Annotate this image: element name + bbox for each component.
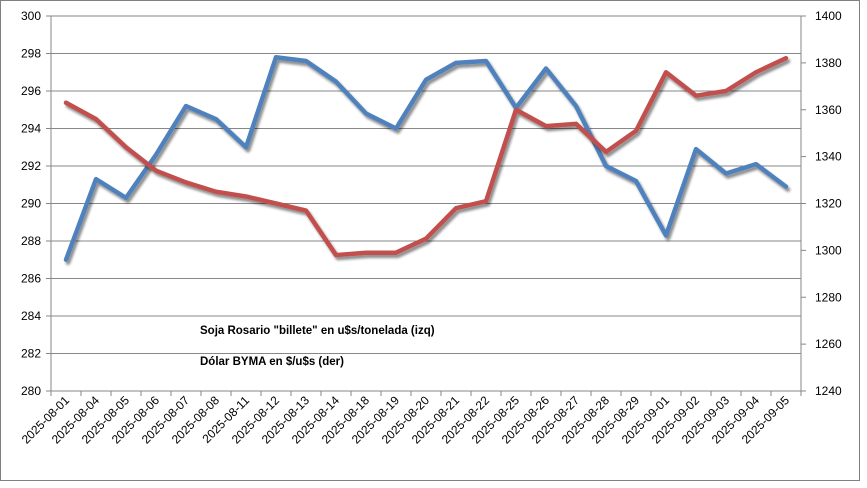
left-tick-label-6: 292 (21, 159, 41, 173)
left-tick-label-7: 294 (21, 122, 41, 136)
right-tick-label-7: 1380 (815, 56, 842, 70)
left-tick-label-1: 282 (21, 347, 41, 361)
legend-label-soja: Soja Rosario "billete" en u$s/tonelada (… (200, 325, 435, 337)
right-tick-label-3: 1300 (815, 243, 842, 257)
right-tick-label-2: 1280 (815, 290, 842, 304)
left-tick-label-2: 284 (21, 309, 41, 323)
legend: Soja Rosario "billete" en u$s/tonelada (… (167, 325, 435, 368)
right-tick-label-0: 1240 (815, 384, 842, 398)
left-tick-label-4: 288 (21, 234, 41, 248)
right-axis-ticks: 1240 1260 1280 1300 1320 1340 1360 1380 1400 (801, 9, 842, 398)
series-lines (63, 55, 789, 262)
right-tick-label-4: 1320 (815, 197, 842, 211)
left-axis-ticks: 280 282 284 286 288 290 292 294 296 298 300 (21, 9, 51, 398)
left-tick-label-5: 290 (21, 197, 41, 211)
left-tick-label-0: 280 (21, 384, 41, 398)
right-tick-label-5: 1340 (815, 150, 842, 164)
right-tick-label-8: 1400 (815, 9, 842, 23)
legend-label-dolar: Dólar BYMA en $/u$s (der) (200, 356, 344, 368)
left-tick-label-10: 300 (21, 9, 41, 23)
left-tick-label-9: 298 (21, 47, 41, 61)
right-tick-label-1: 1260 (815, 337, 842, 351)
right-tick-label-6: 1360 (815, 103, 842, 117)
left-tick-label-3: 286 (21, 272, 41, 286)
left-tick-label-8: 296 (21, 84, 41, 98)
